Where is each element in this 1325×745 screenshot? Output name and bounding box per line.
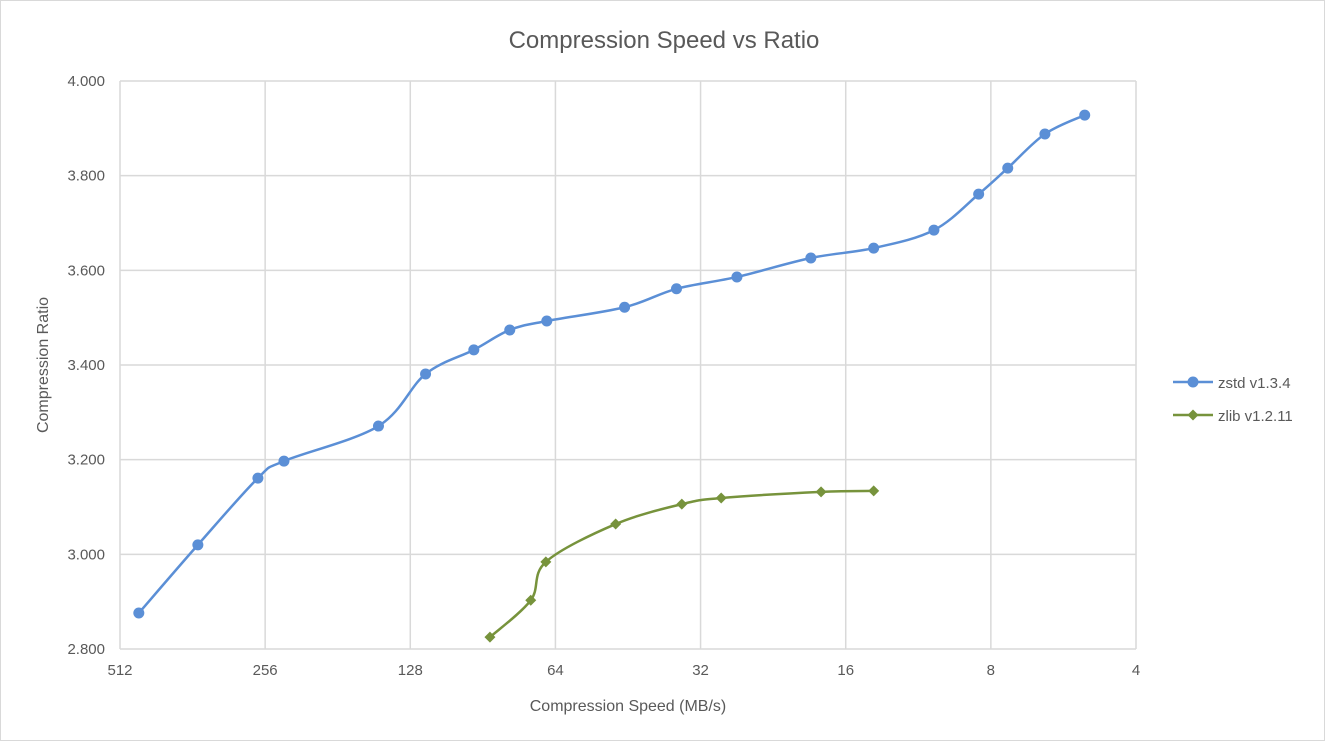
legend-marker	[1187, 409, 1199, 421]
x-tick-label: 32	[692, 662, 709, 679]
data-point	[676, 498, 688, 510]
data-point	[192, 539, 204, 551]
data-point	[610, 518, 622, 530]
x-axis-label: Compression Speed (MB/s)	[530, 698, 727, 715]
y-tick-label: 3.600	[67, 262, 105, 279]
legend-label: zlib v1.2.11	[1218, 408, 1293, 425]
data-point	[670, 283, 682, 295]
data-point	[540, 556, 552, 568]
data-point	[372, 420, 384, 432]
series-zlib	[484, 485, 880, 643]
x-tick-labels: 512 256 128 64 32 16 8 4	[107, 662, 1140, 679]
x-tick-label: 256	[253, 662, 278, 679]
data-point	[484, 631, 496, 643]
legend-marker	[1187, 376, 1199, 388]
data-point	[715, 492, 727, 504]
y-tick-label: 2.800	[67, 641, 105, 658]
data-point	[731, 271, 743, 283]
data-point	[468, 344, 480, 356]
data-point	[928, 224, 940, 236]
data-point	[1039, 128, 1051, 140]
series-line	[489, 489, 874, 639]
legend-label: zstd v1.3.4	[1218, 375, 1291, 392]
chart-title: Compression Speed vs Ratio	[509, 27, 820, 54]
x-tick-label: 8	[987, 662, 995, 679]
data-point	[868, 242, 880, 254]
data-point	[541, 315, 553, 327]
data-point	[973, 188, 985, 200]
data-point	[504, 324, 516, 336]
data-point	[420, 368, 432, 380]
x-tick-label: 4	[1132, 662, 1140, 679]
x-tick-label: 512	[107, 662, 132, 679]
data-point	[525, 594, 537, 606]
x-tick-label: 128	[398, 662, 423, 679]
y-tick-label: 4.000	[67, 73, 105, 90]
data-point	[1002, 162, 1014, 174]
data-point	[252, 472, 264, 484]
data-point	[815, 486, 827, 498]
series-line	[137, 113, 1086, 614]
y-tick-label: 3.800	[67, 168, 105, 185]
x-tick-label: 16	[837, 662, 854, 679]
y-tick-label: 3.400	[67, 357, 105, 374]
y-tick-label: 3.000	[67, 546, 105, 563]
y-tick-label: 3.200	[67, 452, 105, 469]
data-point	[619, 301, 631, 313]
data-point	[133, 607, 145, 619]
y-tick-labels: 2.800 3.000 3.200 3.400 3.600 3.800 4.000	[67, 73, 105, 658]
gridlines	[119, 80, 1137, 650]
y-axis-label: Compression Ratio	[35, 297, 52, 433]
data-point	[805, 252, 817, 264]
data-point	[1079, 109, 1091, 121]
series-zstd	[133, 109, 1091, 619]
data-point	[868, 485, 880, 497]
series-layer	[133, 109, 1091, 643]
data-point	[278, 455, 290, 467]
legend: zstd v1.3.4 zlib v1.2.11	[1173, 375, 1293, 425]
x-tick-label: 64	[547, 662, 564, 679]
